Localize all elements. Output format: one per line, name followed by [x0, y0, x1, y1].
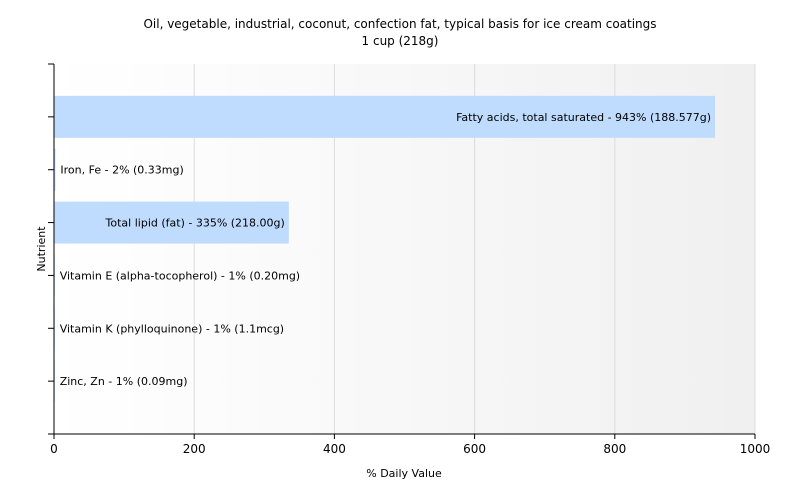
chart-subtitle: 1 cup (218g) [362, 34, 439, 48]
x-axis-label: % Daily Value [366, 467, 442, 480]
x-tick-label: 400 [323, 442, 346, 456]
bar-label: Zinc, Zn - 1% (0.09mg) [60, 375, 188, 388]
bar [54, 148, 56, 191]
axes: 0 200 400 600 800 1000 [48, 63, 771, 456]
bar-label: Total lipid (fat) - 335% (218.00g) [105, 217, 285, 230]
x-tick-label: 200 [183, 442, 206, 456]
x-tick-label: 1000 [740, 442, 771, 456]
y-axis-label: Nutrient [35, 226, 48, 272]
chart-title: Oil, vegetable, industrial, coconut, con… [143, 17, 656, 31]
bar-label: Fatty acids, total saturated - 943% (188… [456, 111, 711, 124]
bars: Fatty acids, total saturated - 943% (188… [54, 95, 716, 403]
bar-label: Vitamin K (phylloquinone) - 1% (1.1mcg) [60, 322, 284, 335]
bar [54, 201, 289, 244]
bar-label: Vitamin E (alpha-tocopherol) - 1% (0.20m… [60, 269, 300, 282]
bar-label: Iron, Fe - 2% (0.33mg) [60, 164, 183, 177]
x-tick-label: 800 [603, 442, 626, 456]
bar [54, 95, 716, 138]
x-tick-label: 600 [463, 442, 486, 456]
x-tick-label: 0 [50, 442, 58, 456]
